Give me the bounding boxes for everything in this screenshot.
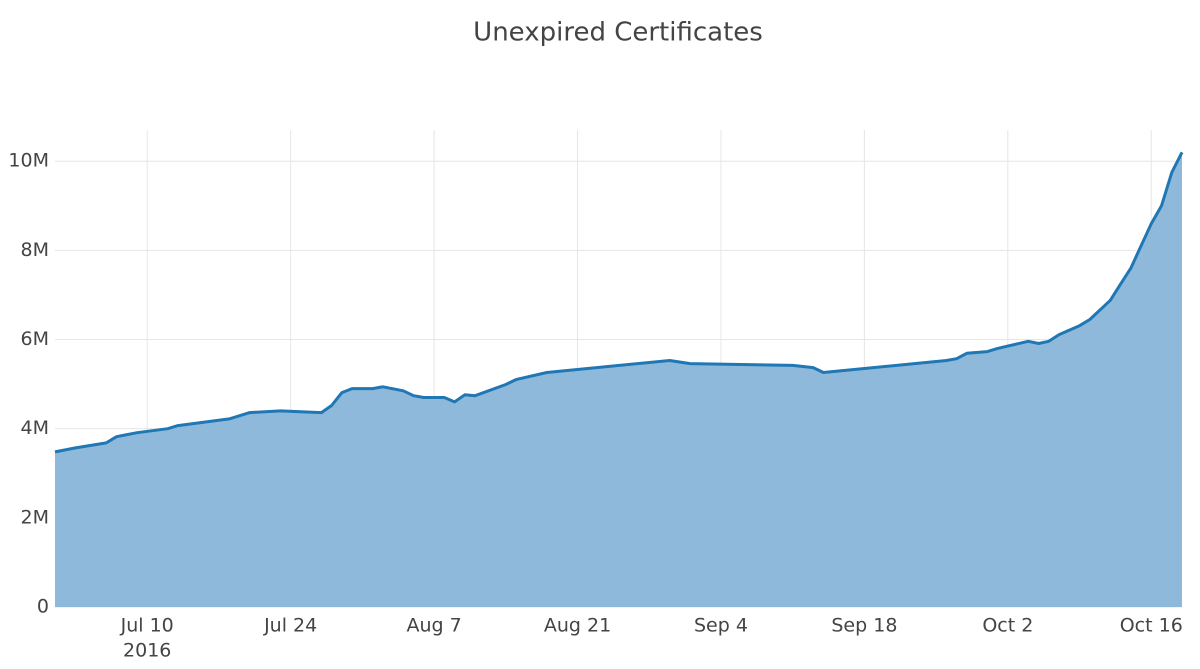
area-fill [55,152,1182,608]
y-tick-label: 10M [8,150,49,172]
x-tick-label: Jul 24 [263,615,317,637]
y-tick-label: 0 [37,596,49,618]
x-tick-label: Aug 21 [544,615,611,637]
x-tick-label: Sep 4 [694,615,748,637]
x-tick-label: Sep 18 [831,615,897,637]
y-tick-label: 6M [21,328,49,350]
x-tick-label: Aug 7 [406,615,461,637]
chart-title: Unexpired Certificates [473,18,763,48]
x-year-label: 2016 [123,640,171,662]
y-tick-label: 2M [21,506,49,528]
area-line [54,151,1184,454]
x-tick-label: Oct 2 [982,615,1033,637]
x-tick-label: Oct 16 [1120,615,1183,637]
x-tick-label: Jul 10 [120,615,174,637]
y-tick-label: 4M [21,417,49,439]
y-tick-label: 8M [21,239,49,261]
